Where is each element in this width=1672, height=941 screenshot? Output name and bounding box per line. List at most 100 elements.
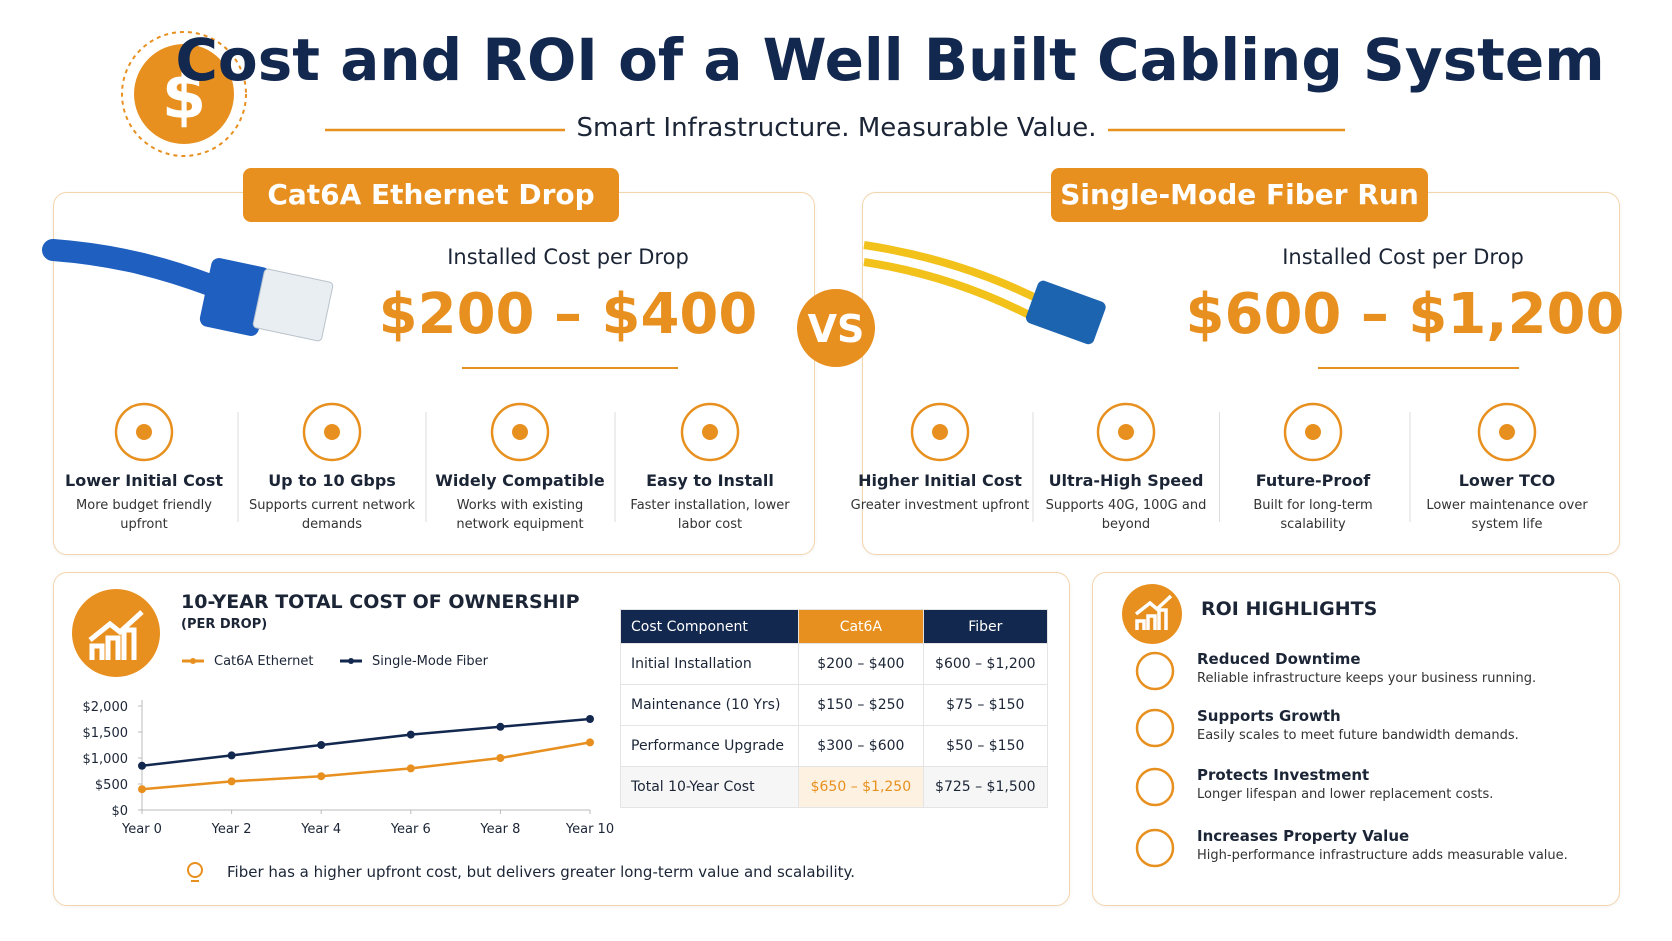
table-row: Total 10-Year Cost $650 – $1,250 $725 – $1… (619, 766, 1049, 808)
roi-item-desc: Easily scales to meet future bandwidth d… (1197, 728, 1519, 743)
roi-item-icon (1135, 767, 1175, 807)
feature-icon (680, 402, 740, 462)
roi-item-icon (1135, 651, 1175, 691)
feature-desc: Supports 40G, 100G and beyond (1045, 498, 1207, 532)
dollar-sign: $ (162, 60, 207, 134)
y-tick-label: $1,500 (83, 726, 129, 741)
tco-chart: $0 $500 $1,000 $1,500 $2,000 Year 0 Year 2 Year… (83, 654, 615, 837)
dollar-badge (134, 44, 234, 144)
x-tick-label: Year 10 (565, 822, 614, 837)
roi-item-title: Reduced Downtime (1197, 650, 1361, 668)
cost-table: Cost Component Cat6A Fiber Initial Installa… (619, 609, 1049, 808)
feature-icon-dot (702, 424, 718, 440)
tab-label: Cat6A Ethernet Drop (267, 178, 595, 211)
cost-rule (1318, 367, 1519, 369)
x-tick-label: Year 2 (211, 822, 252, 837)
cost-value: $200 – $400 (378, 282, 758, 347)
x-tick-label: Year 8 (479, 822, 520, 837)
series-point (496, 754, 505, 762)
cost-rule (462, 367, 678, 369)
roi-item-title: Increases Property Value (1197, 827, 1410, 845)
feature: Widely Compatible Works with existing net… (430, 471, 610, 534)
feature-desc: More budget friendly upfront (76, 498, 212, 532)
series-point (138, 761, 146, 770)
x-tick-label: Year 6 (390, 822, 431, 837)
y-tick-label: $0 (111, 804, 128, 819)
series-point (406, 764, 415, 773)
series-point (406, 730, 415, 739)
roi-item-title: Supports Growth (1197, 707, 1341, 725)
series-line (141, 717, 591, 768)
fiber-card (862, 192, 1620, 555)
feature-icon-dot (1118, 424, 1134, 440)
roi-card (1092, 572, 1620, 906)
roi-item-icon (1135, 708, 1175, 748)
table-row: Performance Upgrade $300 – $600 $50 – $150 (619, 725, 1049, 767)
feature-title: Lower TCO (1458, 471, 1556, 490)
y-tick-label: $2,000 (83, 700, 129, 715)
feature-title: Ultra-High Speed (1048, 471, 1204, 490)
feature-icon (302, 402, 362, 462)
title: Cost and ROI of a Well Built Cabling Sys… (175, 26, 1605, 94)
cost-label: Installed Cost per Drop (1282, 245, 1524, 269)
cost-value: $600 – $1,200 (1185, 282, 1625, 347)
feature-desc: Built for long-term scalability (1253, 498, 1373, 532)
feature: Ultra-High Speed Supports 40G, 100G and b… (1036, 471, 1216, 534)
roi-item-title: Protects Investment (1197, 766, 1370, 784)
tco-icon (72, 589, 160, 677)
series-point (496, 722, 505, 731)
feature: Easy to Install Faster installation, lowe… (620, 471, 800, 534)
feature-icon-dot (1305, 424, 1321, 440)
x-tick-label: Year 0 (121, 822, 162, 837)
table-cell: Maintenance (10 Yrs) (619, 684, 800, 726)
feature-desc: Lower maintenance over system life (1426, 498, 1588, 532)
feature-title: Lower Initial Cost (65, 471, 223, 490)
bulb-icon (187, 862, 203, 878)
table-cell: $725 – $1,500 (922, 766, 1049, 808)
tab-label: Single-Mode Fiber Run (1060, 178, 1419, 211)
series-point (317, 772, 326, 781)
vs-text: VS (808, 307, 865, 351)
feature-title: Future-Proof (1255, 471, 1371, 490)
feature-icon-dot (932, 424, 948, 440)
series-point (586, 738, 594, 747)
table-cell: Initial Installation (619, 643, 800, 685)
legend-label: Cat6A Ethernet (214, 654, 313, 669)
feature: Lower Initial Cost More budget friendly u… (54, 471, 234, 534)
feature: Higher Initial Cost Greater investment up… (850, 471, 1030, 515)
feature-desc: Faster installation, lower labor cost (630, 498, 790, 532)
table-cell: $150 – $250 (798, 684, 924, 726)
tco-subtitle: (PER DROP) (181, 617, 268, 632)
feature: Up to 10 Gbps Supports current network de… (242, 471, 422, 534)
feature-icon (910, 402, 970, 462)
table-cell: $75 – $150 (922, 684, 1049, 726)
series-point (138, 785, 146, 794)
y-tick-label: $500 (95, 778, 128, 793)
feature-icon-dot (324, 424, 340, 440)
feature-icon (1477, 402, 1537, 462)
roi-item-icon (1135, 828, 1175, 868)
cost-label: Installed Cost per Drop (447, 245, 689, 269)
table-header-cell: Cat6A (798, 609, 924, 644)
tab (243, 168, 619, 222)
tab (1051, 168, 1428, 222)
series-point (227, 777, 236, 786)
rj45-plug (252, 268, 334, 342)
feature-icon-dot (136, 424, 152, 440)
lc-connector (1025, 280, 1106, 345)
feature-desc: Greater investment upfront (850, 498, 1030, 513)
table-cell: $50 – $150 (922, 725, 1049, 767)
legend-label: Single-Mode Fiber (372, 654, 489, 669)
feature-icon (490, 402, 550, 462)
table-header: Cost Component Cat6A Fiber (619, 609, 1049, 644)
series-point (227, 751, 236, 760)
feature-icon (114, 402, 174, 462)
legend-dot (190, 658, 196, 664)
roi-item-desc: Longer lifespan and lower replacement co… (1197, 787, 1494, 802)
table-cell: $300 – $600 (798, 725, 924, 767)
roi-icon (1122, 584, 1182, 644)
table-row: Initial Installation $200 – $400 $600 – $1… (619, 643, 1049, 685)
